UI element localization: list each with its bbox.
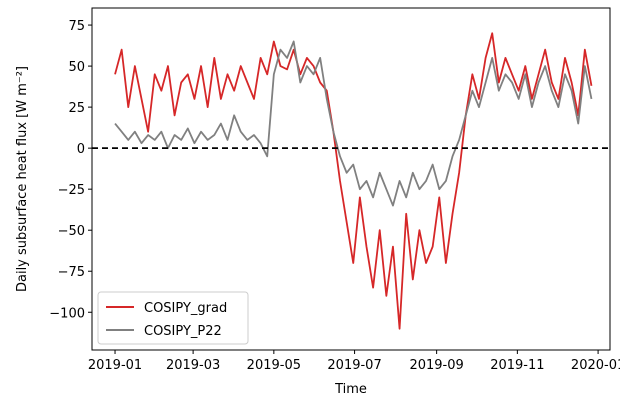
y-tick-label: −50 <box>58 224 85 239</box>
x-tick-label: 2019-07 <box>327 358 381 373</box>
series-line <box>114 40 593 207</box>
x-tick-label: 2020-01 <box>571 358 620 373</box>
x-tick-label: 2019-11 <box>490 358 544 373</box>
x-tick-label: 2019-09 <box>409 358 463 373</box>
series-line <box>114 32 593 330</box>
y-tick-label: 0 <box>77 142 85 157</box>
legend-label: COSIPY_grad <box>144 301 227 316</box>
plot-frame <box>91 7 611 351</box>
legend-box <box>97 291 249 345</box>
legend-label: COSIPY_P22 <box>144 324 222 339</box>
x-axis-label: Time <box>334 382 367 397</box>
y-tick-label: −25 <box>58 183 85 198</box>
y-tick-label: 50 <box>68 60 85 75</box>
y-tick-label: −75 <box>58 265 85 280</box>
y-axis-label: Daily subsurface heat flux [W m⁻²] <box>15 66 30 292</box>
y-tick-label: −100 <box>49 306 85 321</box>
x-tick-label: 2019-05 <box>247 358 301 373</box>
y-tick-label: 25 <box>68 101 85 116</box>
x-tick-label: 2019-03 <box>166 358 220 373</box>
x-tick-label: 2019-01 <box>88 358 142 373</box>
y-tick-label: 75 <box>68 19 85 34</box>
